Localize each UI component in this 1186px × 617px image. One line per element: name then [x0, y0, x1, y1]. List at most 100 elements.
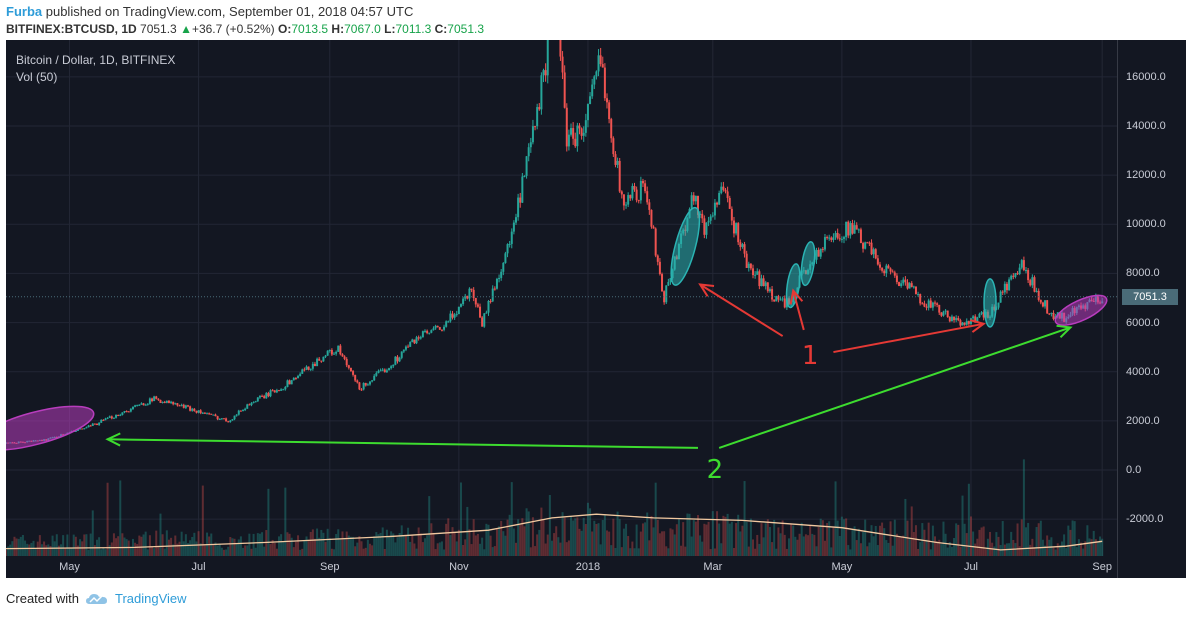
high-label: H:: [331, 22, 345, 36]
volume-bar: [371, 545, 374, 556]
volume-bar: [233, 538, 236, 556]
volume-bar: [834, 481, 837, 556]
volume-bar: [921, 523, 924, 556]
volume-bar: [436, 543, 439, 556]
volume-bar: [1001, 521, 1004, 556]
volume-bar: [292, 547, 295, 556]
candle-body: [366, 384, 369, 386]
volume-bar: [347, 535, 350, 556]
candle-body: [641, 180, 644, 184]
volume-bar: [950, 546, 953, 556]
volume-bar: [605, 530, 608, 556]
candle-body: [847, 221, 850, 236]
price-axis[interactable]: 7051.3 16000.0 14000.0 12000.0 10000.0 8000.…: [1117, 40, 1186, 578]
volume-bar: [847, 545, 850, 556]
time-axis[interactable]: May Jul Sep Nov 2018 Mar May Jul Sep: [6, 556, 1117, 578]
volume-bar: [358, 536, 361, 556]
volume-bar: [277, 536, 280, 556]
volume-bar: [641, 523, 644, 556]
volume-bar: [142, 534, 145, 556]
candle-body: [178, 405, 181, 407]
volume-bar: [1090, 539, 1093, 556]
candle-body: [635, 189, 638, 201]
candle-body: [665, 285, 668, 303]
volume-bar: [140, 536, 143, 556]
chart-legend-title: Bitcoin / Dollar, 1D, BITFINEX: [16, 53, 176, 67]
candle-body: [440, 329, 443, 331]
candle-body: [263, 396, 266, 399]
volume-bar: [394, 542, 397, 556]
candle-body: [167, 400, 170, 403]
volume-bar: [762, 537, 765, 556]
volume-bar: [561, 512, 564, 556]
volume-bar: [47, 544, 50, 556]
volume-bar: [747, 546, 750, 556]
candle-body: [443, 326, 446, 330]
volume-bar: [978, 529, 981, 556]
volume-bar: [286, 532, 289, 556]
green-arrow-head: [105, 432, 121, 447]
volume-bar: [83, 534, 86, 556]
candle-body: [843, 237, 846, 239]
candle-body: [396, 356, 399, 362]
candle-body: [244, 408, 247, 411]
volume-bar: [413, 543, 416, 556]
volume-bar: [754, 548, 757, 556]
volume-bar: [201, 485, 204, 556]
candle-body: [320, 360, 323, 362]
candle-body: [692, 195, 695, 202]
candle-body: [210, 413, 213, 415]
volume-bar: [716, 511, 719, 556]
candle-body: [220, 418, 223, 420]
volume-bar: [910, 506, 913, 556]
tradingview-brand-link[interactable]: TradingView: [114, 591, 187, 606]
volume-bar: [493, 546, 496, 556]
candle-body: [142, 403, 145, 406]
candle-body: [206, 413, 209, 415]
volume-bar: [936, 541, 939, 556]
candle-body: [739, 242, 742, 247]
volume-bar: [912, 531, 915, 556]
volume-bar: [637, 548, 640, 556]
volume-bar: [1080, 542, 1083, 556]
volume-bar: [227, 546, 230, 556]
candle-body: [176, 403, 179, 406]
volume-bar: [1065, 548, 1068, 556]
candle-body: [612, 138, 615, 155]
candle-body: [868, 242, 871, 244]
volume-bar: [646, 512, 649, 556]
volume-bar: [470, 544, 473, 556]
candle-body: [857, 229, 860, 231]
candle-body: [356, 380, 359, 383]
volume-bar: [832, 527, 835, 556]
last-price-tag: 7051.3: [1122, 288, 1178, 305]
volume-bar: [620, 547, 623, 556]
author-name[interactable]: Furba: [6, 4, 43, 19]
candle-body: [919, 294, 922, 304]
volume-bar: [508, 514, 511, 556]
candle-body: [87, 425, 90, 428]
candle-body: [193, 408, 196, 411]
volume-bar: [726, 513, 729, 556]
candle-body: [637, 200, 640, 202]
candle-body: [586, 104, 589, 121]
candle-body: [252, 402, 255, 404]
volume-bar: [942, 521, 945, 556]
volume-bar: [895, 533, 898, 556]
candle-body: [491, 288, 494, 302]
volume-bar: [1071, 520, 1074, 556]
candle-body: [159, 399, 162, 403]
candle-body: [519, 197, 522, 203]
volume-bar: [468, 529, 471, 556]
volume-bar: [665, 546, 668, 556]
price-chart[interactable]: Bitcoin / Dollar, 1D, BITFINEX Vol (50) …: [6, 40, 1117, 578]
volume-bar: [495, 528, 498, 556]
volume-bar: [364, 547, 367, 556]
volume-bar: [627, 536, 630, 556]
volume-bar: [248, 533, 251, 556]
volume-bar: [55, 534, 58, 556]
candle-body: [288, 380, 291, 385]
candle-body: [273, 390, 276, 393]
candle-body: [330, 349, 333, 355]
green-arrow-shaft: [107, 438, 699, 449]
